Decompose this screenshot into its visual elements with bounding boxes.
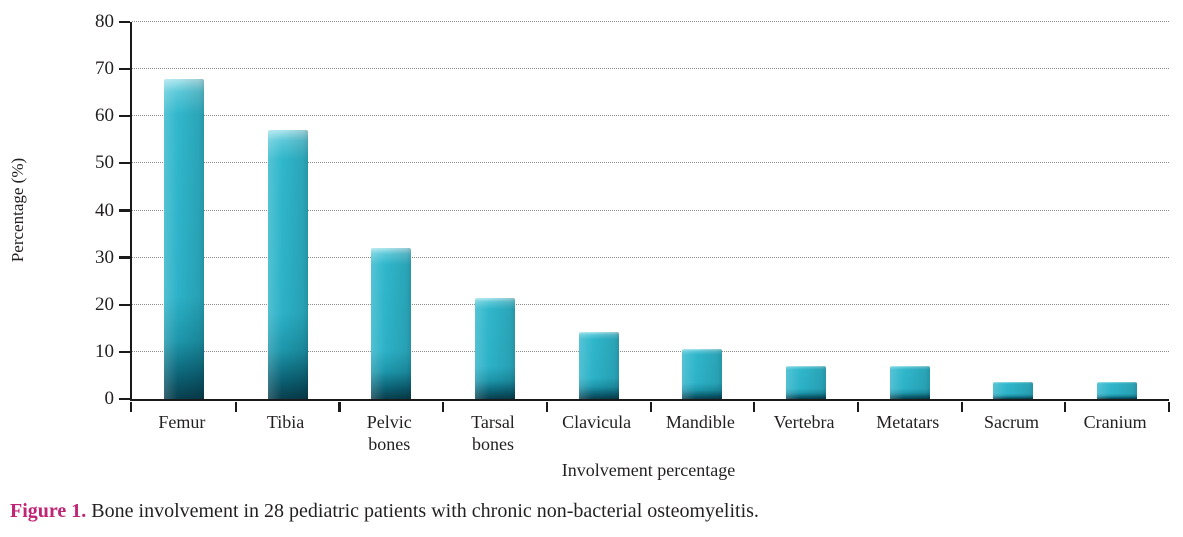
gridline-30 — [132, 256, 1169, 258]
bone-involvement-bar-chart: Percentage (%) 0 10 20 30 40 50 60 70 80 Femur Ti… — [0, 11, 1171, 480]
y-tick-label-70: 70 — [95, 58, 114, 80]
x-axis-category-labels: Femur Tibia Pelvic bones Tarsal bones Clavic… — [130, 411, 1167, 455]
x-label-cranium: Cranium — [1083, 412, 1147, 432]
plot-area — [119, 20, 1171, 412]
x-axis-tick-7 — [856, 401, 860, 412]
gridline-70 — [132, 68, 1169, 70]
x-label-pelvic-bones: Pelvic bones — [366, 412, 412, 454]
x-axis-tick-9 — [1064, 401, 1067, 412]
bar-femur — [163, 79, 204, 399]
bar-cranium — [1097, 382, 1138, 399]
y-tick-label-0: 0 — [104, 388, 115, 409]
figure-caption: Figure 1. Bone involvement in 28 pediatr… — [10, 500, 1170, 523]
y-tick-label-30: 30 — [95, 246, 114, 268]
x-label-femur: Femur — [158, 412, 206, 432]
x-label-vertebra: Vertebra — [773, 412, 835, 432]
gridline-40 — [132, 209, 1169, 211]
y-axis-tick-50 — [119, 162, 130, 165]
bar-pelvic-bones — [371, 247, 412, 399]
x-label-sacrum: Sacrum — [983, 412, 1039, 432]
x-axis-tick-2 — [338, 401, 341, 412]
x-axis-tick-8 — [960, 401, 963, 412]
y-axis-tick-70 — [119, 67, 130, 71]
y-axis-tick-60 — [119, 115, 130, 118]
figure-caption-text: Bone involvement in 28 pediatric patient… — [86, 500, 759, 522]
x-label-mandible: Mandible — [665, 412, 735, 432]
x-axis-tick-10 — [1168, 401, 1171, 412]
figure-caption-label: Figure 1. — [10, 500, 87, 522]
y-tick-label-20: 20 — [95, 293, 114, 315]
x-axis-tick-3 — [442, 401, 445, 412]
bar-tibia — [267, 129, 308, 399]
bar-tarsal-bones — [474, 298, 515, 399]
x-axis-tick-6 — [753, 401, 756, 412]
x-axis-tick-4 — [545, 401, 548, 412]
gridline-20 — [132, 303, 1169, 305]
y-axis-tick-labels: 0 10 20 30 40 50 60 70 80 — [0, 11, 114, 409]
bar-vertebra — [786, 365, 827, 399]
bar-clavicula — [578, 331, 619, 399]
x-label-metatars: Metatars — [876, 412, 940, 432]
x-axis-tick-5 — [649, 401, 652, 412]
x-axis-title: Involvement percentage — [561, 460, 736, 480]
y-axis-tick-80 — [119, 20, 130, 23]
y-axis-tick-40 — [119, 209, 130, 212]
y-axis-tick-0 — [119, 397, 130, 400]
y-tick-label-60: 60 — [95, 105, 114, 127]
gridline-10 — [132, 350, 1169, 352]
y-axis-tick-30 — [119, 256, 130, 259]
y-axis-tick-10 — [119, 350, 130, 353]
bar-sacrum — [993, 382, 1034, 399]
y-tick-label-10: 10 — [95, 340, 114, 362]
x-label-tarsal-bones: Tarsal bones — [471, 412, 515, 454]
x-label-clavicula: Clavicula — [562, 412, 632, 432]
y-tick-label-80: 80 — [95, 11, 114, 32]
y-tick-label-40: 40 — [95, 199, 114, 221]
y-axis-below-stub — [129, 401, 132, 412]
gridline-50 — [132, 162, 1169, 164]
y-tick-label-50: 50 — [95, 152, 114, 174]
x-axis-tick-1 — [234, 401, 237, 412]
y-axis-tick-20 — [119, 303, 130, 306]
bar-metatars — [889, 365, 930, 399]
gridline-80 — [132, 21, 1169, 22]
bar-mandible — [682, 348, 723, 399]
gridline-60 — [132, 115, 1169, 117]
x-label-tibia: Tibia — [266, 412, 305, 432]
